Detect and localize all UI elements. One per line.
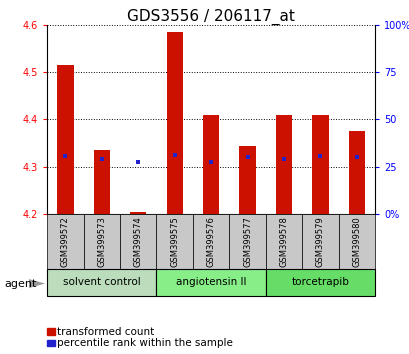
Text: GSM399574: GSM399574 [133, 216, 142, 267]
Title: GDS3556 / 206117_at: GDS3556 / 206117_at [127, 8, 294, 25]
Bar [275, 115, 292, 214]
Polygon shape [29, 279, 45, 288]
Bar [229, 214, 265, 269]
Text: GSM399573: GSM399573 [97, 216, 106, 267]
Bar [47, 214, 83, 269]
Text: agent: agent [4, 279, 36, 289]
Bar [338, 214, 374, 269]
Text: GSM399578: GSM399578 [279, 216, 288, 267]
Bar [312, 115, 328, 214]
Bar [301, 214, 338, 269]
Bar [47, 269, 156, 296]
Bar [265, 214, 301, 269]
Bar [156, 214, 193, 269]
Bar [202, 115, 219, 214]
Bar [348, 131, 364, 214]
Bar [120, 214, 156, 269]
Bar [93, 150, 110, 214]
Bar [83, 214, 120, 269]
Bar [239, 145, 255, 214]
Text: transformed count: transformed count [57, 327, 154, 337]
Text: GSM399576: GSM399576 [206, 216, 215, 267]
Text: solvent control: solvent control [63, 277, 140, 287]
Bar [130, 212, 146, 214]
Text: angiotensin II: angiotensin II [175, 277, 246, 287]
Bar [57, 65, 73, 214]
Bar [193, 214, 229, 269]
Bar [166, 32, 182, 214]
Bar [156, 269, 265, 296]
Text: GSM399577: GSM399577 [243, 216, 252, 267]
Text: GSM399580: GSM399580 [352, 216, 361, 267]
Text: GSM399572: GSM399572 [61, 216, 70, 267]
Bar [265, 269, 374, 296]
Text: GSM399575: GSM399575 [170, 216, 179, 267]
Text: torcetrapib: torcetrapib [291, 277, 348, 287]
Text: GSM399579: GSM399579 [315, 216, 324, 267]
Text: percentile rank within the sample: percentile rank within the sample [57, 338, 233, 348]
